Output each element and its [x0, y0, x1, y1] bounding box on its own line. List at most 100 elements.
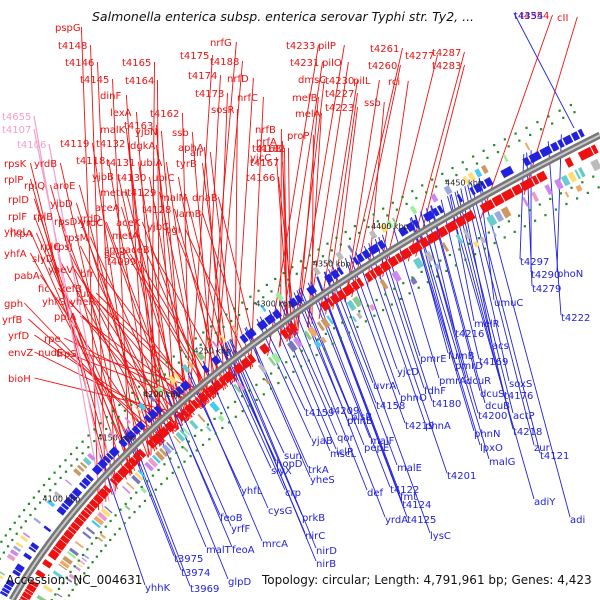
- gene-label-pmrE: pmrE: [420, 354, 447, 365]
- tick-dot: [0, 540, 3, 543]
- tick-dot: [187, 343, 190, 346]
- forward-cds: [536, 170, 548, 183]
- tick-dot: [157, 468, 160, 472]
- tick-dot: [307, 359, 310, 362]
- tick-dot: [364, 320, 367, 323]
- tick-dot: [0, 557, 1, 560]
- feature-block: [189, 419, 199, 430]
- feature-block: [206, 425, 212, 432]
- tick-dot: [87, 566, 90, 569]
- tick-dot: [143, 391, 146, 394]
- backbone-ring: [8, 131, 600, 600]
- tick-dot: [435, 275, 439, 278]
- gene-label-rplD: rplD: [8, 195, 29, 206]
- tick-dot: [86, 548, 89, 551]
- leader-line-pgi: [184, 228, 252, 369]
- tick-dot: [192, 349, 195, 352]
- gene-label-nrfB: nrfB: [255, 125, 276, 136]
- tick-dot: [181, 446, 184, 449]
- tick-dot: [177, 361, 181, 364]
- tick-dot: [376, 220, 379, 223]
- reverse-cds: [97, 458, 108, 469]
- tick-dot: [79, 577, 82, 580]
- forward-cds: [479, 199, 496, 214]
- feature-block: [93, 515, 105, 526]
- tick-dot: [69, 452, 73, 456]
- leader-line-t4122: [310, 280, 391, 488]
- tick-dot: [332, 327, 336, 330]
- feature-block: [564, 191, 570, 198]
- tick-dot: [551, 122, 554, 125]
- tick-dot: [150, 385, 153, 388]
- feature-block: [312, 266, 321, 276]
- tick-dot: [183, 460, 186, 463]
- reverse-cds: [557, 139, 565, 149]
- tick-dot: [123, 409, 126, 412]
- feature-block: [351, 316, 357, 323]
- leader-line-rplQ: [49, 184, 133, 475]
- accession-label: Accession: NC_004631: [6, 573, 143, 587]
- tick-dot: [207, 337, 210, 340]
- feature-block: [434, 263, 441, 271]
- tick-dot: [431, 178, 434, 181]
- tick-dot: [73, 565, 76, 568]
- leader-line-plsB: [298, 289, 352, 415]
- reverse-cds: [244, 327, 257, 340]
- tick-dot: [70, 464, 73, 467]
- gene-label-melB: melB: [292, 93, 318, 104]
- gene-label-t4129: t4129: [127, 188, 156, 199]
- tick-dot: [455, 173, 458, 177]
- gene-label-dinF: dinF: [100, 91, 121, 102]
- leader-line-t4354: [513, 12, 575, 129]
- tick-dot: [158, 367, 161, 370]
- feature-block: [82, 457, 92, 466]
- feature-block: [0, 575, 4, 580]
- tick-dot: [569, 103, 572, 107]
- tick-dot: [57, 587, 61, 590]
- forward-cds: [564, 157, 574, 168]
- tick-dot: [143, 499, 147, 502]
- gene-label-t4283: t4283: [432, 61, 461, 72]
- gene-label-t4165: t4165: [122, 58, 151, 69]
- gene-label-slyD: slyD: [32, 254, 54, 265]
- tick-dot: [367, 225, 370, 229]
- leader-line-yhfG: [68, 300, 187, 423]
- leader-line-metH: [125, 191, 186, 424]
- feature-block: [64, 479, 72, 486]
- forward-cds: [184, 402, 196, 415]
- tick-dot: [395, 208, 399, 211]
- forward-cds: [197, 391, 209, 404]
- leader-line-adiY: [447, 195, 535, 500]
- gene-label-t4119: t4119: [60, 139, 89, 150]
- feature-block: [463, 229, 471, 240]
- tick-dot: [195, 449, 198, 452]
- tick-dot: [193, 434, 197, 437]
- reverse-cds: [12, 569, 21, 577]
- tick-dot: [114, 514, 117, 517]
- feature-block: [271, 352, 282, 364]
- tick-dot: [99, 531, 103, 534]
- tick-dot: [54, 482, 57, 486]
- tick-dot: [225, 313, 228, 316]
- leader-line-lpxO: [410, 217, 481, 446]
- feature-block: [502, 153, 509, 163]
- tick-dot: [282, 271, 285, 275]
- feature-block: [472, 240, 480, 248]
- feature-block: [524, 142, 531, 151]
- leader-line-fumB: [410, 217, 449, 354]
- tick-dot: [458, 248, 461, 251]
- feature-block: [462, 175, 470, 185]
- feature-block: [413, 257, 424, 270]
- forward-cds: [326, 297, 335, 307]
- tick-dot: [138, 505, 141, 508]
- feature-block: [575, 184, 583, 193]
- tick-dot: [429, 265, 433, 268]
- gene-label-bfr: bfr: [80, 269, 95, 280]
- feature-block: [368, 303, 376, 312]
- forward-cds: [19, 595, 29, 600]
- tick-dot: [445, 179, 448, 182]
- tick-dot: [284, 376, 287, 379]
- gene-label-metH: metH: [100, 188, 127, 199]
- tick-dot: [308, 344, 311, 347]
